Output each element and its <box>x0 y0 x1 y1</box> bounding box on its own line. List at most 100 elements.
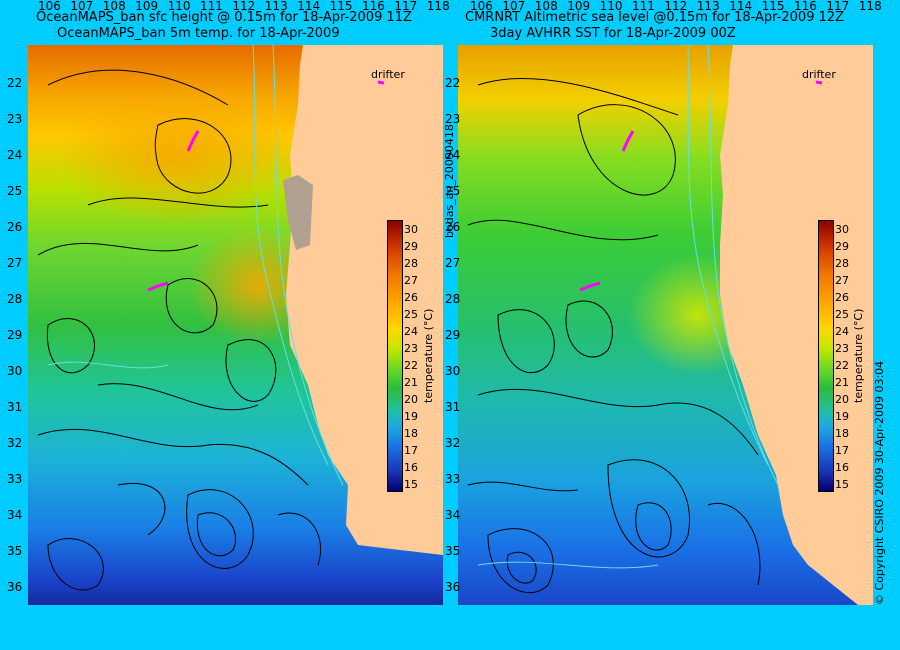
longitude-label: 111 <box>632 0 655 13</box>
longitude-label: 117 <box>826 0 850 13</box>
colorbar-tick-label: 27 <box>404 274 418 287</box>
latitude-label: 25 <box>7 184 23 198</box>
longitude-label: 109 <box>135 0 159 13</box>
right-map-svg <box>458 45 873 605</box>
latitude-label: 28 <box>7 292 23 306</box>
left-warm-patch <box>58 85 298 225</box>
latitude-label: 29 <box>445 328 461 342</box>
latitude-label: 30 <box>445 364 461 378</box>
longitude-label: 110 <box>599 0 623 13</box>
colorbar-tick-label: 30 <box>404 223 418 236</box>
latitude-label: 24 <box>7 148 23 162</box>
right-title-line1: CMRNRT Altimetric sea level @0.15m for 1… <box>465 10 845 25</box>
latitude-label: 31 <box>7 400 23 414</box>
longitude-label: 114 <box>729 0 753 13</box>
left-drifter-tracks <box>147 80 385 292</box>
colorbar-tick-label: 28 <box>404 257 418 270</box>
longitude-label: 114 <box>297 0 321 13</box>
colorbar-tick-label: 25 <box>835 308 849 321</box>
longitude-label: 118 <box>426 0 450 13</box>
longitude-label: 113 <box>696 0 720 13</box>
longitude-label: 109 <box>567 0 591 13</box>
latitude-label: 34 <box>445 508 461 522</box>
right-bathymetry-lines <box>477 45 779 569</box>
left-land <box>286 45 443 555</box>
latitude-label: 36 <box>7 580 23 594</box>
latitude-label: 23 <box>7 112 23 126</box>
latitude-label: 22 <box>7 76 23 90</box>
left-map-panel <box>28 45 443 605</box>
colorbar-tick-label: 18 <box>835 427 849 440</box>
left-title-line2: OceanMAPS_ban 5m temp. for 18-Apr-2009 <box>57 26 340 41</box>
colorbar-tick-label: 30 <box>835 223 849 236</box>
latitude-label: 26 <box>7 220 23 234</box>
latitude-label: 32 <box>445 436 461 450</box>
colorbar-tick-label: 17 <box>404 444 418 457</box>
longitude-label: 118 <box>858 0 882 13</box>
right-title-line2: 3day AVHRR SST for 18-Apr-2009 00Z <box>490 26 736 41</box>
colorbar-tick-label: 20 <box>835 393 849 406</box>
right-land <box>720 45 873 605</box>
colorbar-tick-label: 25 <box>404 308 418 321</box>
left-bathymetry-lines <box>47 45 344 486</box>
latitude-label: 25 <box>445 184 461 198</box>
colorbar-tick-label: 27 <box>835 274 849 287</box>
colorbar-tick-label: 28 <box>835 257 849 270</box>
longitude-label: 112 <box>232 0 256 13</box>
latitude-label: 36 <box>445 580 461 594</box>
longitude-label: 115 <box>329 0 353 13</box>
right-map-panel <box>458 45 873 605</box>
longitude-label: 115 <box>761 0 785 13</box>
colorbar-tick-label: 18 <box>404 427 418 440</box>
colorbar-tick-label: 16 <box>835 461 849 474</box>
latitude-label: 28 <box>445 292 461 306</box>
colorbar-tick-label: 29 <box>404 240 418 253</box>
left-colorbar-label: temperature (°C) <box>422 308 435 403</box>
latitude-label: 35 <box>445 544 461 558</box>
left-map-svg <box>28 45 443 605</box>
latitude-label: 29 <box>7 328 23 342</box>
left-title-line1: OceanMAPS_ban sfc height @ 0.15m for 18-… <box>36 10 412 25</box>
longitude-label: 106 <box>470 0 493 13</box>
colorbar-tick-label: 19 <box>404 410 418 423</box>
colorbar-tick-label: 24 <box>404 325 418 338</box>
colorbar-tick-label: 21 <box>835 376 849 389</box>
longitude-label: 108 <box>102 0 126 13</box>
latitude-label: 34 <box>7 508 23 522</box>
colorbar-tick-label: 19 <box>835 410 849 423</box>
longitude-label: 108 <box>534 0 558 13</box>
longitude-label: 111 <box>200 0 223 13</box>
latitude-label: 31 <box>445 400 461 414</box>
latitude-label: 26 <box>445 220 461 234</box>
colorbar-tick-label: 15 <box>835 478 849 491</box>
colorbar-tick-label: 17 <box>835 444 849 457</box>
latitude-label: 35 <box>7 544 23 558</box>
longitude-label: 106 <box>38 0 61 13</box>
latitude-label: 22 <box>445 76 461 90</box>
left-colorbar <box>387 220 403 492</box>
left-peninsula <box>283 175 313 250</box>
right-colorbar <box>818 220 834 492</box>
right-sea-level-contours <box>467 78 761 594</box>
right-drifter-tracks <box>579 80 823 292</box>
colorbar-tick-label: 22 <box>835 359 849 372</box>
colorbar-tick-label: 22 <box>404 359 418 372</box>
latitude-label: 24 <box>445 148 461 162</box>
longitude-label: 107 <box>502 0 526 13</box>
longitude-label: 107 <box>70 0 94 13</box>
longitude-label: 110 <box>167 0 191 13</box>
colorbar-tick-label: 29 <box>835 240 849 253</box>
colorbar-tick-label: 24 <box>835 325 849 338</box>
left-drifter-legend: drifter <box>371 68 405 81</box>
left-height-contours <box>37 69 322 591</box>
colorbar-tick-label: 23 <box>404 342 418 355</box>
latitude-label: 23 <box>445 112 461 126</box>
right-drifter-legend: drifter <box>802 68 836 81</box>
latitude-label: 27 <box>445 256 461 270</box>
colorbar-tick-label: 23 <box>835 342 849 355</box>
latitude-label: 30 <box>7 364 23 378</box>
right-colorbar-label: temperature (°C) <box>852 308 865 403</box>
colorbar-tick-label: 15 <box>404 478 418 491</box>
colorbar-tick-label: 16 <box>404 461 418 474</box>
colorbar-tick-label: 20 <box>404 393 418 406</box>
